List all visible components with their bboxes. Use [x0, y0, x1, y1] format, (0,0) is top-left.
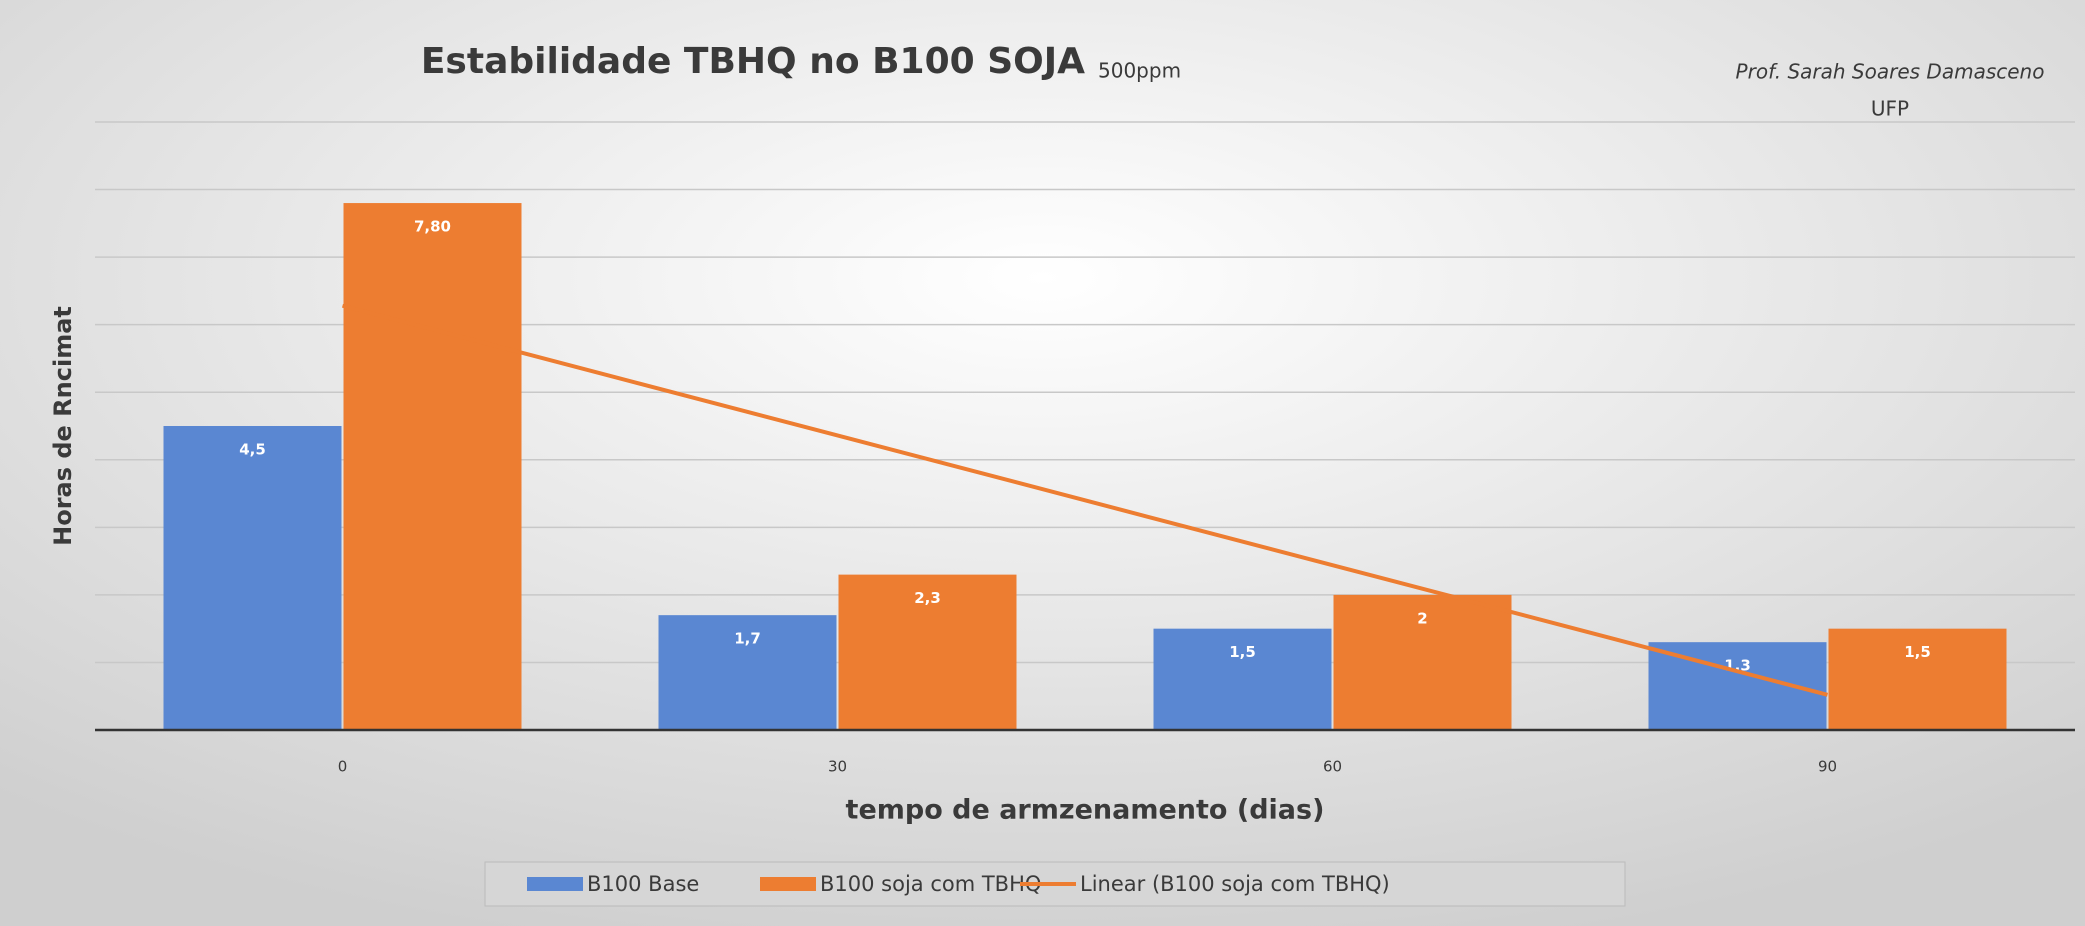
bar [658, 615, 837, 730]
chart-title: Estabilidade TBHQ no B100 SOJA [421, 41, 1085, 82]
author: Prof. Sarah Soares Damasceno [1736, 60, 2045, 84]
y-axis-label: Horas de Rncimat [49, 306, 77, 546]
x-tick-label: 30 [828, 758, 847, 776]
bar [343, 203, 522, 731]
x-tick-label: 0 [338, 758, 348, 776]
bar [1333, 594, 1512, 730]
data-label: 4,5 [239, 441, 266, 459]
data-label: 1,7 [734, 630, 761, 648]
data-label: 2,3 [914, 589, 941, 607]
bar [838, 574, 1017, 730]
legend-label: B100 Base [587, 872, 699, 896]
x-tick-label: 90 [1818, 758, 1837, 776]
legend-label: B100 soja com TBHQ [820, 872, 1041, 896]
bar [1153, 628, 1332, 730]
bar [1828, 628, 2007, 730]
legend-swatch [760, 877, 816, 891]
trendline [341, 303, 1829, 697]
institution: UFP [1871, 97, 1909, 121]
data-label: 7,80 [414, 218, 451, 236]
legend-swatch [527, 877, 583, 891]
chart-subtitle: 500ppm [1098, 59, 1181, 83]
data-label: 1,5 [1904, 643, 1931, 661]
x-tick-label: 60 [1323, 758, 1342, 776]
bar [163, 426, 342, 730]
data-label: 1,5 [1229, 643, 1256, 661]
x-axis-label: tempo de armzenamento (dias) [846, 795, 1325, 826]
legend-label: Linear (B100 soja com TBHQ) [1080, 872, 1390, 896]
data-label: 2 [1417, 609, 1427, 627]
